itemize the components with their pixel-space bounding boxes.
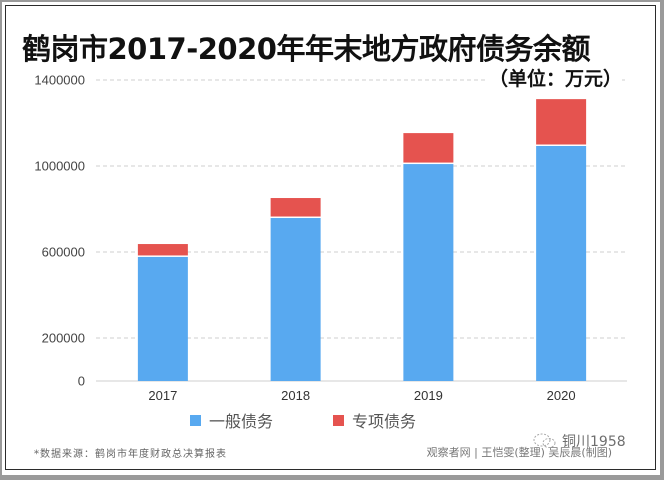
legend: 一般债务 专项债务 (190, 408, 416, 432)
legend-item-general-debt[interactable]: 一般债务 (190, 408, 273, 432)
y-tick-label: 0 (78, 374, 85, 389)
y-axis-ticks: 0 200000 600000 1000000 1400000 (34, 73, 85, 389)
unit-label: （单位：万元） (484, 64, 622, 91)
x-tick-label: 2019 (414, 388, 443, 403)
x-tick-label: 2018 (281, 388, 310, 403)
bar-2018-special-debt[interactable] (270, 198, 321, 217)
wechat-icon (533, 433, 556, 448)
y-tick-label: 600000 (42, 245, 85, 260)
bar-2020-special-debt[interactable] (536, 99, 587, 145)
y-tick-label: 200000 (42, 331, 85, 346)
data-source-note: *数据来源：鹤岗市年度财政总决算报表 (34, 449, 227, 460)
watermark: 铜川1958 (532, 431, 626, 451)
bar-2017-general-debt[interactable] (137, 256, 188, 381)
legend-swatch-general-debt (190, 414, 201, 426)
bar-2019-special-debt[interactable] (403, 133, 454, 163)
legend-label-special-debt: 专项债务 (352, 412, 417, 431)
x-axis-ticks: 2017 2018 2019 2020 (148, 388, 575, 403)
legend-swatch-special-debt (333, 414, 345, 426)
y-tick-label: 1400000 (34, 73, 85, 88)
bar-2019-general-debt[interactable] (403, 164, 454, 381)
bar-2020-general-debt[interactable] (536, 146, 587, 381)
x-tick-label: 2017 (148, 388, 177, 403)
legend-label-general-debt: 一般债务 (209, 412, 274, 431)
credit-line: 观察者网 | 王恺雯(整理) 吴辰晨(制图) (426, 446, 612, 459)
legend-item-special-debt[interactable]: 专项债务 (333, 408, 416, 432)
y-tick-label: 1000000 (34, 159, 85, 174)
bar-2018-general-debt[interactable] (270, 218, 321, 381)
watermark-text: 铜川1958 (562, 434, 626, 450)
chart-title: 鹤岗市2017-2020年年末地方政府债务余额 (22, 32, 590, 66)
bars (137, 99, 587, 381)
bar-2017-special-debt[interactable] (137, 244, 188, 256)
x-tick-label: 2020 (547, 388, 576, 403)
